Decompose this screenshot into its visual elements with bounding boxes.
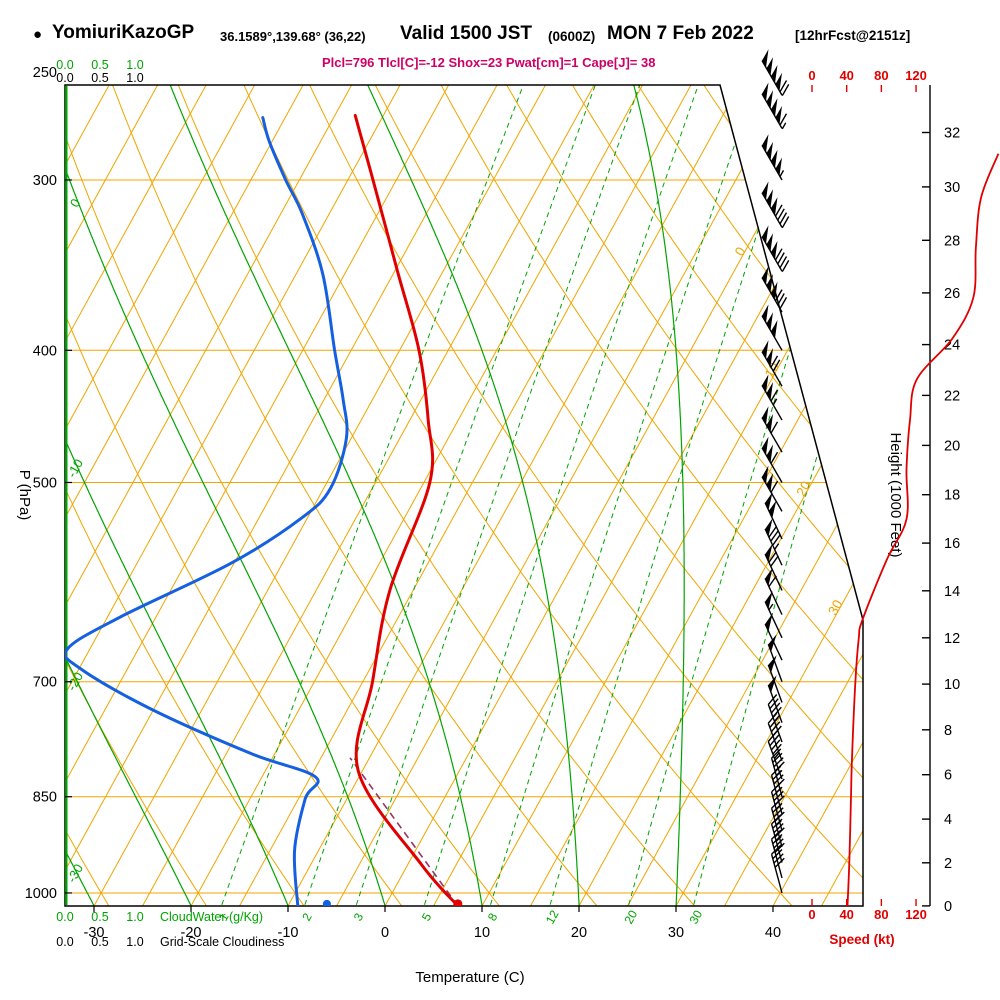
station-bullet-icon: ● [33,26,43,43]
svg-text:0.5: 0.5 [91,71,108,85]
svg-text:1000: 1000 [25,886,57,902]
svg-text:30: 30 [825,597,845,617]
moist-adiabats [65,85,685,906]
orange-grid [65,85,863,906]
svg-text:26: 26 [944,286,960,302]
svg-text:2: 2 [299,910,315,923]
stability-indices-line: Plcl=796 Tlcl[C]=-12 Shox=23 Pwat[cm]=1 … [322,55,656,70]
svg-text:0.0: 0.0 [56,71,73,85]
svg-text:-30: -30 [84,925,105,941]
svg-text:250: 250 [33,65,57,81]
svg-text:22: 22 [944,388,960,404]
svg-text:CloudWater (g/Kg): CloudWater (g/Kg) [160,910,263,924]
svg-text:700: 700 [33,675,57,691]
svg-text:30: 30 [686,908,705,927]
sounding-profiles [65,113,463,906]
svg-text:28: 28 [944,233,960,249]
svg-text:2: 2 [944,856,952,872]
svg-text:6: 6 [944,768,952,784]
svg-text:1.0: 1.0 [126,71,143,85]
svg-text:1.0: 1.0 [126,58,143,72]
svg-text:-20: -20 [181,925,202,941]
speed-axis: 0 0 40 40 80 80 120 120 Speed (kt) [808,68,927,947]
svg-text:24: 24 [944,338,960,354]
svg-text:80: 80 [874,907,888,922]
svg-text:16: 16 [944,536,960,552]
svg-text:500: 500 [33,475,57,491]
svg-text:30: 30 [668,925,684,941]
svg-text:0: 0 [67,196,84,210]
svg-text:14: 14 [944,584,960,600]
svg-text:20: 20 [793,479,813,499]
svg-text:1.0: 1.0 [126,910,143,924]
svg-text:850: 850 [33,790,57,806]
svg-text:Height (1000 Feet): Height (1000 Feet) [887,432,904,557]
surface-dewpoint-marker [322,899,331,906]
svg-text:120: 120 [905,907,927,922]
station-coords: 36.1589°,139.68° (36,22) [220,29,366,44]
valid-date: MON 7 Feb 2022 [607,23,754,44]
svg-text:0: 0 [732,244,749,258]
svg-text:0.5: 0.5 [91,58,108,72]
svg-text:5: 5 [419,910,435,923]
dewpoint-curve [65,116,349,906]
svg-text:-10: -10 [278,925,299,941]
svg-text:0: 0 [808,907,815,922]
valid-time: Valid 1500 JST [400,23,533,44]
svg-text:0: 0 [381,925,389,941]
svg-text:32: 32 [944,125,960,141]
svg-text:18: 18 [944,488,960,504]
svg-text:3: 3 [351,910,367,923]
svg-text:12: 12 [543,908,562,927]
mixing-ratio-lines [218,85,863,906]
svg-text:Speed (kt): Speed (kt) [829,932,894,947]
svg-text:10: 10 [474,925,490,941]
forecast-tag: [12hrFcst@2151z] [795,28,911,43]
svg-text:0: 0 [808,68,815,83]
svg-text:0.5: 0.5 [91,910,108,924]
svg-text:80: 80 [874,68,888,83]
svg-text:40: 40 [839,907,853,922]
station-name: YomiuriKazoGP [52,22,195,43]
svg-text:20: 20 [571,925,587,941]
cloud-scale-legend: 0.00.00.50.51.01.00.00.00.50.51.01.0Clou… [56,58,284,949]
svg-text:P (hPa): P (hPa) [16,470,33,521]
svg-text:10: 10 [944,677,960,693]
svg-text:20: 20 [621,908,640,927]
svg-text:0.0: 0.0 [56,58,73,72]
svg-text:1.0: 1.0 [126,935,143,949]
svg-text:Grid-Scale Cloudiness: Grid-Scale Cloudiness [160,935,284,949]
svg-text:0.0: 0.0 [56,935,73,949]
valid-zulu-time: (0600Z) [548,29,596,44]
svg-text:30: 30 [944,180,960,196]
svg-text:40: 40 [839,68,853,83]
temperature-curve [353,113,460,906]
parcel-line [349,757,459,906]
svg-text:8: 8 [485,910,501,923]
plot-frame [64,84,864,907]
svg-text:12: 12 [944,631,960,647]
surface-temp-marker [453,899,463,906]
svg-text:8: 8 [944,723,952,739]
wind-barbs [761,49,790,894]
svg-text:20: 20 [944,438,960,454]
svg-text:4: 4 [944,812,952,828]
svg-text:0.0: 0.0 [56,910,73,924]
svg-text:120: 120 [905,68,927,83]
svg-text:Temperature (C): Temperature (C) [415,969,524,986]
svg-text:400: 400 [33,343,57,359]
svg-text:0.5: 0.5 [91,935,108,949]
svg-text:0: 0 [944,899,952,915]
svg-text:40: 40 [765,925,781,941]
wind-speed-profile [846,153,1000,906]
svg-text:300: 300 [33,173,57,189]
